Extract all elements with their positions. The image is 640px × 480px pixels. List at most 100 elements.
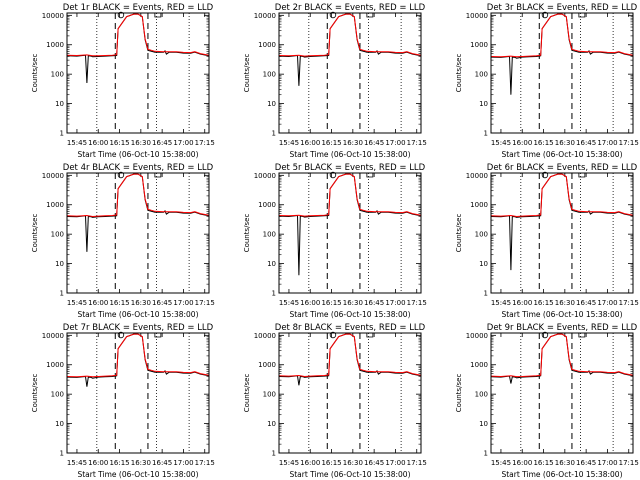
y-axis-label: Counts/sec	[31, 54, 39, 93]
panel-title: Det 6r BLACK = Events, RED = LLD	[487, 163, 638, 173]
panel-det-7r: Det 7r BLACK = Events, RED = LLD Counts/s…	[31, 323, 215, 479]
x-tick-label: 16:00	[88, 459, 108, 467]
y-tick-label: 1	[484, 290, 488, 298]
y-tick-label: 10000	[466, 12, 488, 20]
x-tick-label: 16:15	[109, 139, 129, 147]
y-tick-label: 10	[479, 100, 488, 108]
panel-det-9r: Det 9r BLACK = Events, RED = LLD Counts/s…	[455, 323, 639, 479]
panel-det-2r: Det 2r BLACK = Events, RED = LLD Counts/s…	[243, 3, 427, 159]
x-tick-label: 16:30	[131, 459, 151, 467]
state-marker	[366, 173, 374, 178]
y-tick-label: 1	[60, 290, 64, 298]
plot-frame	[66, 172, 210, 294]
panel-title: Det 7r BLACK = Events, RED = LLD	[63, 323, 214, 333]
x-tick-label: 17:15	[619, 299, 639, 307]
y-tick-label: 1	[272, 450, 276, 458]
y-tick-label: 10000	[42, 332, 64, 340]
x-tick-label: 17:00	[173, 459, 193, 467]
plot-frame	[278, 172, 422, 294]
x-tick-label: 16:30	[343, 139, 363, 147]
y-tick-label: 100	[263, 391, 276, 399]
panel-title: Det 5r BLACK = Events, RED = LLD	[275, 163, 426, 173]
state-marker	[578, 333, 586, 338]
panel-det-5r: Det 5r BLACK = Events, RED = LLD Counts/s…	[243, 163, 427, 319]
panel-det-6r: Det 6r BLACK = Events, RED = LLD Counts/s…	[455, 163, 639, 319]
lld-series-line	[490, 333, 634, 378]
panel-det-4r: Det 4r BLACK = Events, RED = LLD Counts/s…	[31, 163, 215, 319]
plot-frame	[66, 332, 210, 454]
state-marker	[154, 173, 162, 178]
x-tick-label: 15:45	[67, 139, 87, 147]
panel-det-3r: Det 3r BLACK = Events, RED = LLD Counts/s…	[455, 3, 639, 159]
x-axis-label: Start Time (06-Oct-10 15:38:00)	[289, 150, 410, 159]
y-tick-label: 1	[60, 450, 64, 458]
state-marker	[578, 173, 586, 178]
x-axis-label: Start Time (06-Oct-10 15:38:00)	[501, 150, 622, 159]
y-tick-label: 10000	[42, 12, 64, 20]
x-tick-label: 16:45	[364, 459, 384, 467]
y-tick-label: 1	[272, 130, 276, 138]
x-tick-label: 17:00	[597, 459, 617, 467]
x-axis-label: Start Time (06-Oct-10 15:38:00)	[77, 150, 198, 159]
y-tick-label: 10	[55, 420, 64, 428]
x-tick-label: 16:30	[131, 139, 151, 147]
y-tick-label: 10	[55, 260, 64, 268]
y-tick-label: 100	[263, 231, 276, 239]
events-series-line	[490, 13, 634, 95]
x-tick-label: 16:15	[533, 299, 553, 307]
plot-frame	[490, 332, 634, 454]
y-tick-label: 10000	[254, 12, 276, 20]
y-tick-label: 100	[475, 391, 488, 399]
events-series-line	[66, 333, 210, 387]
x-tick-label: 17:15	[195, 299, 215, 307]
lld-series-line	[278, 13, 422, 57]
lld-series-line	[66, 173, 210, 218]
y-axis-label: Counts/sec	[31, 374, 39, 413]
x-tick-label: 16:45	[576, 459, 596, 467]
lld-series-line	[490, 13, 634, 58]
x-tick-label: 17:00	[173, 139, 193, 147]
y-tick-label: 10000	[254, 332, 276, 340]
panel-title: Det 9r BLACK = Events, RED = LLD	[487, 323, 638, 333]
x-tick-label: 17:00	[385, 139, 405, 147]
x-tick-label: 17:00	[385, 459, 405, 467]
y-tick-label: 1000	[258, 361, 276, 369]
events-series-line	[278, 13, 422, 86]
plot-frame	[66, 12, 210, 134]
x-tick-label: 16:15	[321, 139, 341, 147]
x-tick-label: 16:00	[512, 459, 532, 467]
panel-title: Det 3r BLACK = Events, RED = LLD	[487, 3, 638, 13]
lld-series-line	[278, 333, 422, 378]
x-tick-label: 15:45	[67, 299, 87, 307]
y-axis-label: Counts/sec	[455, 214, 463, 253]
x-tick-label: 16:15	[109, 299, 129, 307]
y-tick-label: 1000	[46, 41, 64, 49]
attenuator-marker	[117, 331, 125, 339]
x-tick-label: 17:15	[195, 459, 215, 467]
y-tick-label: 1000	[258, 41, 276, 49]
x-tick-label: 16:45	[152, 299, 172, 307]
events-series-line	[490, 173, 634, 271]
y-tick-label: 10000	[42, 172, 64, 180]
y-tick-label: 10	[267, 100, 276, 108]
y-tick-label: 10	[479, 420, 488, 428]
events-series-line	[278, 333, 422, 386]
attenuator-marker	[541, 11, 549, 19]
y-tick-label: 1000	[258, 201, 276, 209]
x-axis-label: Start Time (06-Oct-10 15:38:00)	[289, 310, 410, 319]
state-marker	[578, 13, 586, 18]
attenuator-marker	[541, 171, 549, 179]
panel-title: Det 4r BLACK = Events, RED = LLD	[63, 163, 214, 173]
y-tick-label: 1000	[470, 201, 488, 209]
state-marker	[154, 333, 162, 338]
y-tick-label: 100	[51, 391, 64, 399]
y-tick-label: 1000	[470, 41, 488, 49]
y-axis-label: Counts/sec	[31, 214, 39, 253]
x-tick-label: 16:00	[512, 139, 532, 147]
x-tick-label: 15:45	[491, 299, 511, 307]
plot-frame	[278, 332, 422, 454]
x-tick-label: 16:15	[533, 139, 553, 147]
x-tick-label: 16:30	[555, 299, 575, 307]
x-axis-label: Start Time (06-Oct-10 15:38:00)	[77, 310, 198, 319]
